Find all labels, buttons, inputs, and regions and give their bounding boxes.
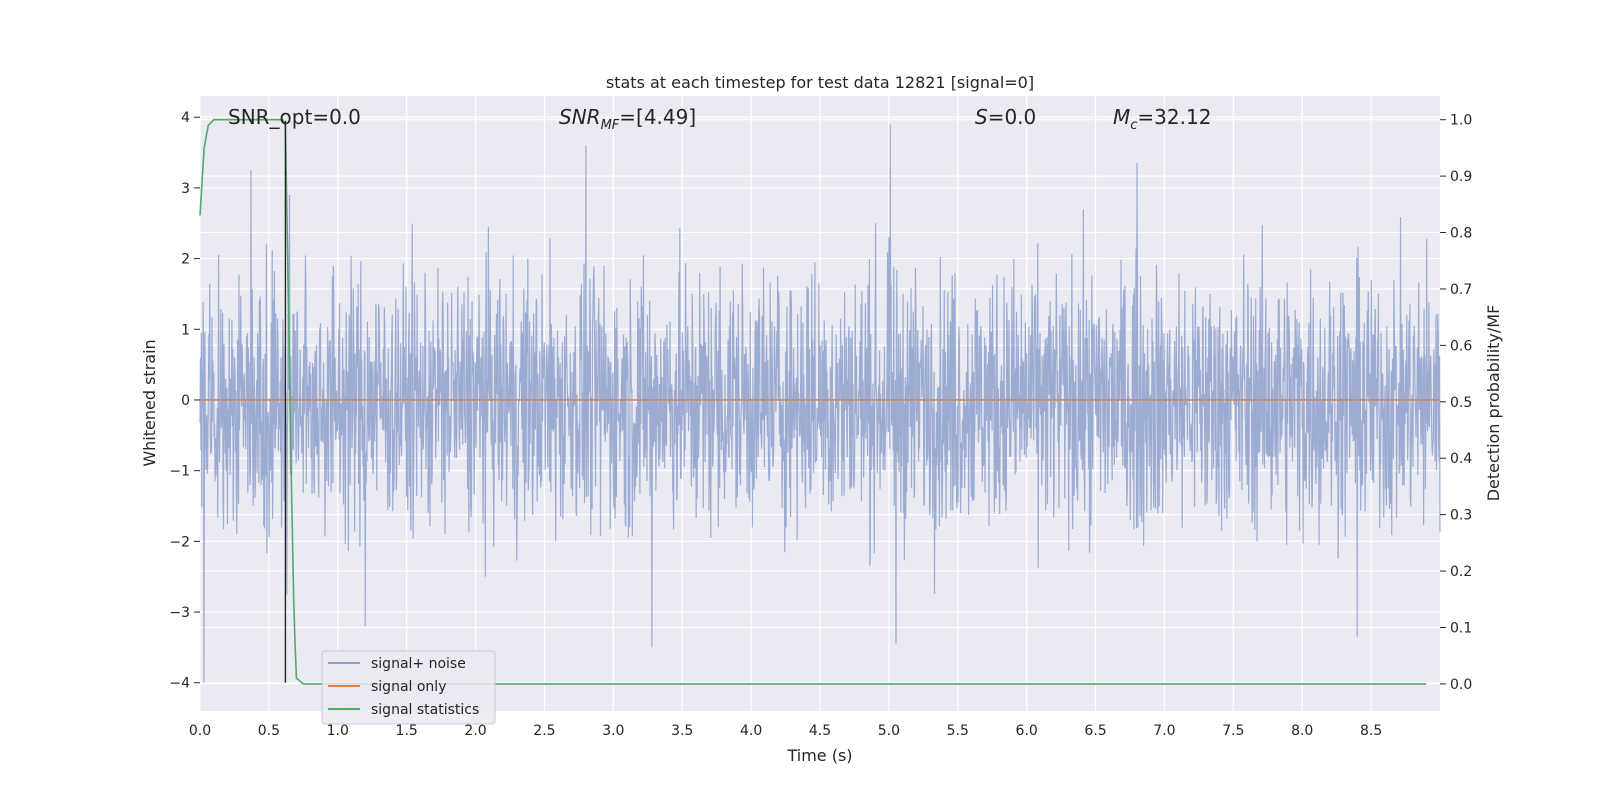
mc-sub: c — [1130, 118, 1137, 133]
snr-mf-main: SNR — [559, 105, 601, 129]
x-tick-label: 5.0 — [878, 723, 900, 739]
x-tick-label: 1.5 — [396, 723, 418, 739]
signal-plus-noise-line — [199, 124, 1441, 683]
x-tick-label: 4.5 — [809, 723, 831, 739]
y-tick-label: −2 — [169, 534, 190, 550]
y2-tick-label: 0.5 — [1450, 395, 1472, 411]
s-main: S — [975, 105, 988, 129]
x-tick-label: 7.0 — [1153, 723, 1175, 739]
x-tick-label: 7.5 — [1222, 723, 1244, 739]
x-axis-label: Time (s) — [786, 746, 852, 765]
snr-mf-rest: =[4.49] — [619, 105, 696, 129]
y2-tick-label: 0.1 — [1450, 620, 1472, 636]
y-tick-label: 4 — [181, 110, 190, 126]
x-tick-label: 3.5 — [671, 723, 693, 739]
y-tick-label: 0 — [181, 393, 190, 409]
x-tick-label: 6.5 — [1084, 723, 1106, 739]
mc-main: M — [1113, 105, 1130, 129]
mc-annotation: Mc=32.12 — [1113, 105, 1211, 133]
legend: signal+ noise signal only signal statist… — [321, 650, 496, 725]
y-tick-label: −1 — [169, 464, 190, 480]
y-tick-label: −3 — [169, 605, 190, 621]
y-axis-label: Whitened strain — [140, 339, 159, 466]
x-tick-label: 0.5 — [258, 723, 280, 739]
y2-tick-label: 0.9 — [1450, 169, 1472, 185]
legend-box — [321, 650, 496, 725]
x-tick-label: 1.0 — [327, 723, 349, 739]
chart-title: stats at each timestep for test data 128… — [606, 73, 1034, 92]
y2-axis-label: Detection probability/MF — [1484, 305, 1503, 502]
x-tick-label: 2.5 — [533, 723, 555, 739]
x-tick-label: 8.0 — [1291, 723, 1313, 739]
x-tick-label: 2.0 — [464, 723, 486, 739]
y2-tick-label: 1.0 — [1450, 113, 1472, 129]
x-tick-label: 3.0 — [602, 723, 624, 739]
y2-tick-label: 0.4 — [1450, 451, 1472, 467]
legend-label-signal-only: signal only — [371, 679, 446, 695]
y2-tick-label: 0.0 — [1450, 677, 1472, 693]
y-tick-label: −4 — [169, 676, 190, 692]
y2-tick-label: 0.3 — [1450, 508, 1472, 524]
legend-label-signal-statistics: signal statistics — [371, 702, 479, 718]
snr-opt-annotation: SNR_opt=0.0 — [228, 105, 361, 129]
line-series — [199, 118, 1440, 685]
x-tick-label: 6.0 — [1016, 723, 1038, 739]
x-tick-label: 4.0 — [740, 723, 762, 739]
x-tick-label: 0.0 — [189, 723, 211, 739]
y2-tick-label: 0.8 — [1450, 226, 1472, 242]
tick-labels: 0.0 0.5 1.0 1.5 2.0 2.5 3.0 3.5 4.0 4.5 5.0 5.5 6.0 6… — [169, 110, 1472, 739]
snr-mf-annotation: SNRMF=[4.49] — [559, 105, 696, 133]
y-tick-label: 2 — [181, 252, 190, 268]
y2-tick-label: 0.2 — [1450, 564, 1472, 580]
y-tick-label: 3 — [181, 181, 190, 197]
s-rest: =0.0 — [988, 105, 1037, 129]
signal-statistics-line — [199, 118, 1427, 685]
x-tick-label: 8.5 — [1360, 723, 1382, 739]
y-tick-label: 1 — [181, 322, 190, 338]
snr-mf-sub: MF — [601, 118, 620, 133]
y2-tick-label: 0.6 — [1450, 338, 1472, 354]
s-annotation: S=0.0 — [975, 105, 1036, 129]
x-tick-label: 5.5 — [947, 723, 969, 739]
legend-label-signal-plus-noise: signal+ noise — [371, 656, 466, 672]
signal-plus-noise-series — [199, 124, 1441, 683]
y2-tick-label: 0.7 — [1450, 282, 1472, 298]
mc-rest: =32.12 — [1137, 105, 1211, 129]
